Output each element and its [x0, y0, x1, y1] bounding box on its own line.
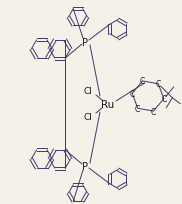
- Text: Ru: Ru: [101, 100, 115, 110]
- Text: P: P: [82, 161, 88, 171]
- Text: C: C: [135, 104, 140, 113]
- Text: Cl: Cl: [84, 113, 92, 122]
- Text: C: C: [151, 107, 156, 116]
- Text: P: P: [82, 38, 88, 48]
- Text: Cl: Cl: [84, 87, 92, 96]
- Text: C: C: [156, 80, 161, 89]
- Text: C: C: [140, 77, 145, 86]
- Text: C: C: [130, 89, 135, 98]
- Text: C: C: [161, 95, 166, 104]
